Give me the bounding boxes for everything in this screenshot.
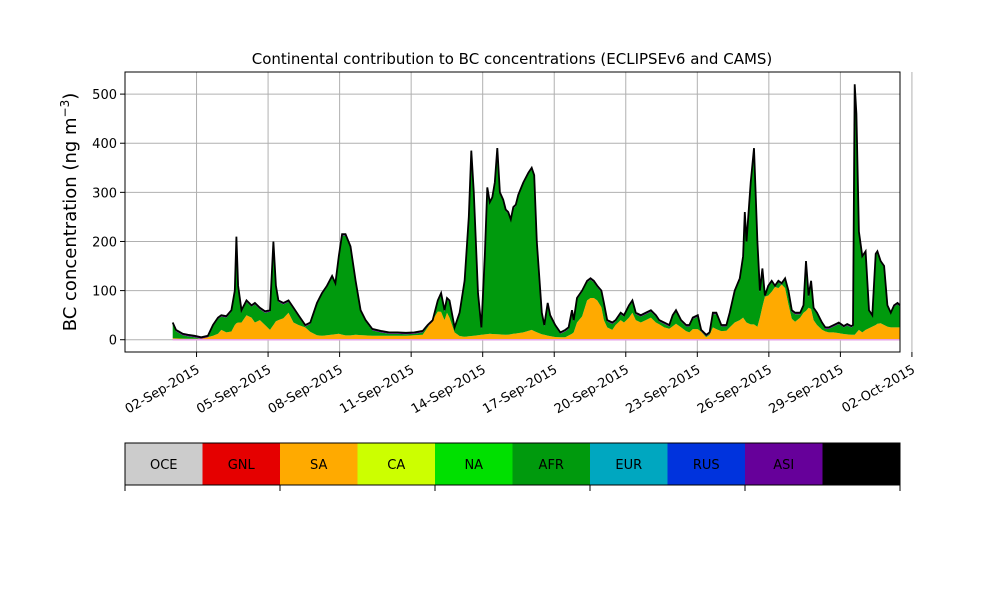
y-tick-label: 200 — [92, 235, 117, 250]
y-axis-label-close: ) — [60, 93, 81, 100]
y-axis: 0 100 200 300 400 500 — [92, 88, 125, 349]
colorbar-swatch-asi — [745, 443, 823, 485]
colorbar-swatch-na — [435, 443, 513, 485]
x-tick-label: 26-Sep-2015 — [695, 362, 775, 417]
series-line-aus-total — [171, 84, 901, 339]
series-area-sa — [172, 284, 900, 340]
colorbar-frame — [124, 442, 901, 486]
x-tick-label: 20-Sep-2015 — [552, 362, 632, 417]
x-tick-label: 11-Sep-2015 — [337, 362, 417, 417]
y-tick-label: 400 — [92, 137, 117, 152]
x-axis: 02-Sep-201505-Sep-201508-Sep-201511-Sep-… — [123, 352, 918, 417]
chart-title: Continental contribution to BC concentra… — [252, 50, 773, 68]
colorbar-label-afr: AFR — [539, 458, 564, 473]
x-tick-label: 08-Sep-2015 — [266, 362, 346, 417]
plot-frame — [124, 71, 901, 353]
colorbar-swatch-eur — [590, 443, 668, 485]
y-tick-label: 300 — [92, 186, 117, 201]
x-tick-label: 02-Sep-2015 — [123, 362, 203, 417]
y-axis-label-main: BC concentration (ng m — [60, 117, 81, 331]
colorbar-label-na: NA — [464, 458, 483, 473]
colorbar-label-ca: CA — [387, 458, 405, 473]
y-axis-label-exponent: −3 — [58, 100, 72, 118]
colorbar-label-aus: AUS — [848, 458, 875, 473]
y-tick-label: 0 — [109, 334, 117, 349]
y-axis-label: BC concentration (ng m−3) — [58, 93, 81, 332]
y-tick-label: 500 — [92, 88, 117, 103]
colorbar-label-gnl: GNL — [228, 458, 256, 473]
colorbar-swatch-rus — [667, 443, 745, 485]
colorbar-label-oce: OCE — [150, 458, 178, 473]
colorbar-swatch-oce — [125, 443, 203, 485]
x-tick-label: 02-Oct-2015 — [840, 362, 918, 416]
x-tick-label: 29-Sep-2015 — [767, 362, 847, 417]
colorbar-label-asi: ASI — [773, 458, 794, 473]
x-tick-label: 23-Sep-2015 — [623, 362, 703, 417]
region-colorbar-legend: OCE GNL SA CA NA AFR EUR RUS ASI AUS — [124, 442, 901, 491]
data-series — [171, 84, 901, 341]
colorbar-label-rus: RUS — [693, 458, 720, 473]
y-tick-label: 100 — [92, 285, 117, 300]
grid-lines — [125, 72, 913, 352]
colorbar-label-sa: SA — [310, 458, 327, 473]
colorbar-swatch-aus — [822, 443, 900, 485]
x-tick-label: 14-Sep-2015 — [409, 362, 489, 417]
colorbar-swatch-ca — [357, 443, 435, 485]
colorbar-swatch-gnl — [202, 443, 280, 485]
colorbar-swatch-afr — [512, 443, 590, 485]
x-tick-label: 05-Sep-2015 — [194, 362, 274, 417]
x-tick-label: 17-Sep-2015 — [480, 362, 560, 417]
colorbar-swatch-sa — [280, 443, 358, 485]
colorbar-label-eur: EUR — [615, 458, 642, 473]
